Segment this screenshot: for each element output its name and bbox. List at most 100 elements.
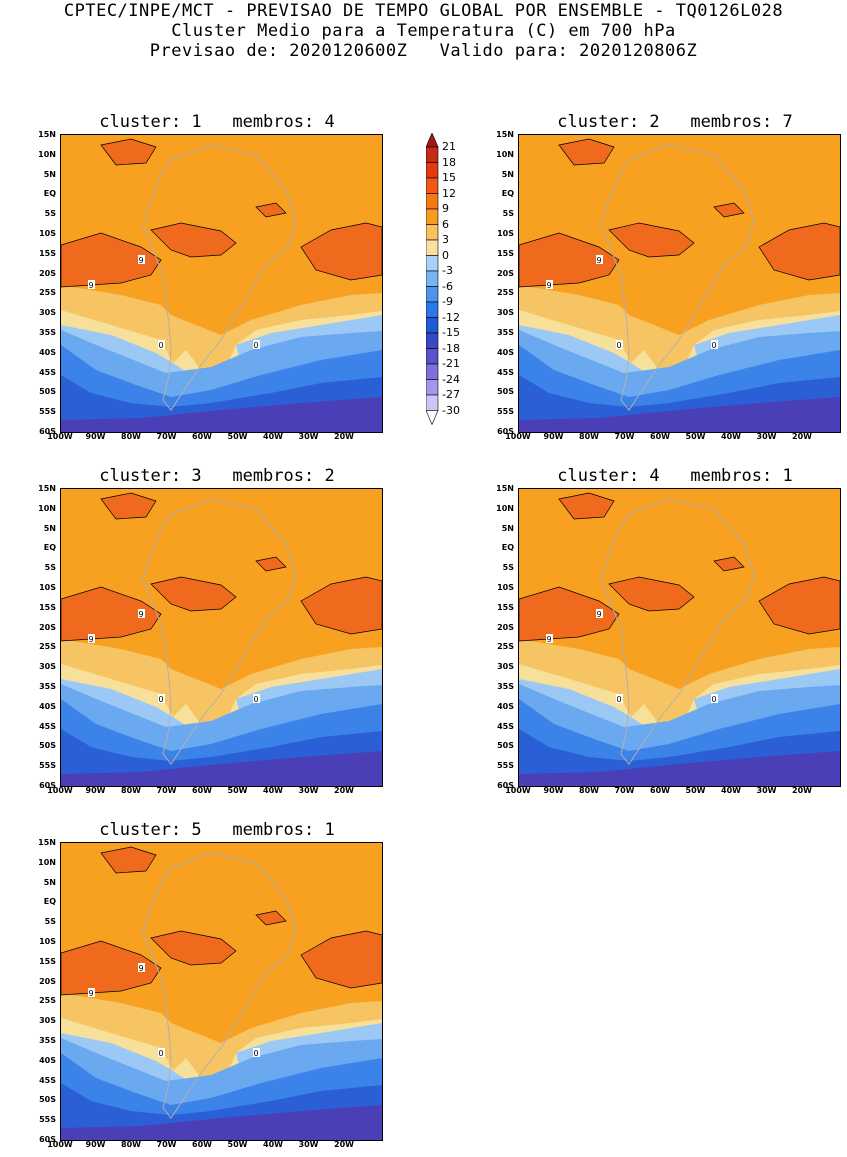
warm-region-9c: [61, 940, 162, 996]
latitude-tick-label: 25S: [497, 288, 514, 298]
latitude-tick-label: 30S: [39, 1016, 56, 1026]
colorbar-swatch: [425, 255, 439, 272]
latitude-tick-label: 30S: [39, 662, 56, 672]
longitude-tick-label: 100W: [47, 1140, 73, 1149]
longitude-tick-label: 80W: [579, 432, 599, 441]
colorbar-swatch: [425, 301, 439, 318]
latitude-tick-label: 15N: [496, 130, 514, 139]
colorbar-swatch: [425, 239, 439, 256]
latitude-tick-label: 50S: [497, 741, 514, 751]
temperature-map: 9 0 0 9: [518, 134, 841, 433]
latitude-tick-label: 40S: [39, 1055, 56, 1065]
colorbar-swatch: [425, 394, 439, 411]
latitude-tick-label: 10S: [497, 583, 514, 592]
svg-text:9: 9: [546, 281, 551, 290]
longitude-tick-label: 70W: [156, 786, 177, 795]
warm-region-9c: [150, 930, 237, 966]
colorbar-swatch: [425, 348, 439, 365]
longitude-tick-label: 100W: [505, 432, 531, 441]
warm-region-9c: [300, 930, 382, 989]
south-america-coastline: [142, 852, 297, 1119]
colorbar-min-arrow: [425, 410, 439, 426]
warm-region-9c: [150, 222, 237, 258]
colorbar-level-label: -21: [442, 357, 460, 370]
svg-text:9: 9: [88, 989, 93, 998]
contour-label: 0: [711, 694, 718, 704]
svg-text:0: 0: [711, 695, 716, 704]
warm-region-9c: [608, 222, 695, 258]
latitude-tick-label: 10N: [38, 503, 56, 513]
warm-region-9c: [61, 232, 162, 288]
svg-text:9: 9: [138, 610, 143, 619]
longitude-tick-label: 50W: [685, 786, 706, 795]
temperature-map: 9 0 0 9: [60, 488, 383, 787]
colorbar-level-label: -27: [442, 388, 460, 401]
longitude-tick-label: 80W: [579, 786, 599, 795]
longitude-tick-label: 20W: [334, 786, 354, 795]
longitude-tick-label: 30W: [298, 432, 319, 441]
colorbar-swatch: [425, 379, 439, 396]
longitude-tick-label: 80W: [121, 1140, 141, 1149]
temperature-map: 9 0 0 9: [60, 842, 383, 1141]
latitude-tick-label: 5S: [44, 563, 56, 573]
panel-title: cluster: 3 membros: 2: [99, 466, 335, 486]
latitude-tick-label: 10N: [38, 149, 56, 159]
temperature-band: [61, 397, 382, 432]
latitude-tick-label: 40S: [497, 347, 514, 357]
warm-region-9c: [100, 846, 157, 874]
temperature-field: 9 0 0 9: [61, 135, 382, 432]
latitude-tick-label: 10N: [496, 149, 514, 159]
latitude-tick-label: 20S: [39, 622, 56, 632]
latitude-tick-label: 5N: [43, 169, 56, 179]
longitude-tick-label: 20W: [792, 432, 812, 441]
latitude-tick-label: 40S: [39, 347, 56, 357]
contour-label: 9: [138, 963, 145, 973]
svg-text:0: 0: [616, 695, 621, 704]
svg-text:0: 0: [158, 695, 163, 704]
colorbar-level-label: 0: [442, 248, 449, 262]
colorbar-graphic: [425, 132, 439, 426]
svg-text:9: 9: [596, 610, 601, 619]
temperature-band: [519, 397, 840, 432]
latitude-tick-label: 15N: [38, 484, 56, 493]
latitude-tick-label: 35S: [39, 682, 56, 691]
colorbar-level-label: 6: [442, 217, 449, 231]
warm-region-9c: [713, 556, 745, 572]
latitude-tick-label: 45S: [39, 367, 56, 377]
latitude-tick-label: 60S: [39, 427, 56, 436]
longitude-tick-label: 80W: [121, 432, 141, 441]
longitude-tick-label: 20W: [334, 1140, 354, 1149]
latitude-tick-label: 10N: [496, 503, 514, 513]
longitude-tick-label: 100W: [47, 432, 73, 441]
contour-label: 9: [546, 280, 553, 290]
latitude-tick-label: 45S: [497, 721, 514, 731]
contour-label: 0: [616, 694, 623, 704]
longitude-tick-label: 60W: [192, 1140, 212, 1149]
colorbar-level-label: 12: [442, 186, 456, 200]
svg-text:0: 0: [616, 341, 621, 350]
latitude-tick-label: 35S: [497, 328, 514, 337]
svg-text:9: 9: [138, 964, 143, 973]
longitude-tick-label: 50W: [227, 432, 248, 441]
temperature-map: 9 0 0 9: [518, 488, 841, 787]
warm-region-9c: [255, 910, 287, 926]
warm-region-9c: [150, 576, 237, 612]
panel-title: cluster: 5 membros: 1: [99, 820, 335, 840]
latitude-tick-label: 50S: [497, 387, 514, 397]
panel-title: cluster: 2 membros: 7: [557, 112, 793, 132]
warm-region-9c: [758, 222, 840, 281]
map-panel-cluster-1: cluster: 1 membros: 4 9 0 0 9 15N 10N 5N EQ 5S 10S…: [38, 112, 383, 441]
latitude-tick-label: 60S: [39, 781, 56, 790]
colorbar-swatch: [425, 146, 439, 163]
contour-label: 9: [596, 255, 603, 265]
contour-label: 0: [253, 340, 260, 350]
latitude-tick-label: 5S: [502, 209, 514, 219]
contour-label: 9: [546, 634, 553, 644]
latitude-tick-label: 10S: [497, 229, 514, 238]
longitude-tick-label: 30W: [298, 1140, 319, 1149]
warm-region-9c: [558, 138, 615, 166]
longitude-tick-label: 50W: [227, 1140, 248, 1149]
colorbar-level-label: -9: [442, 295, 453, 308]
latitude-tick-label: 20S: [497, 268, 514, 278]
temperature-field: 9 0 0 9: [519, 489, 840, 786]
